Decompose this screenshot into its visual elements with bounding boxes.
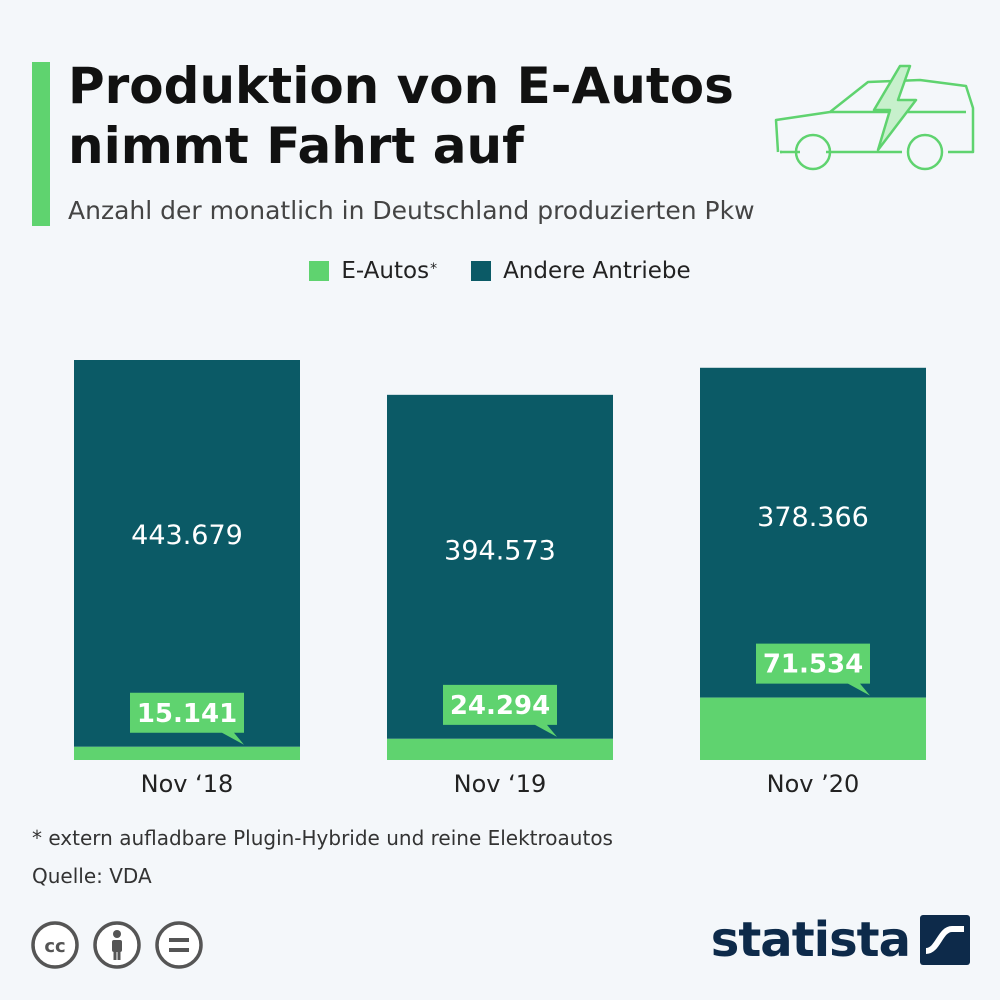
legend-label-e-autos: E-Autos bbox=[341, 258, 430, 284]
chart-legend: E-Autos * Andere Antriebe bbox=[0, 258, 1000, 284]
bar-e-autos-1 bbox=[387, 738, 613, 760]
by-person-icon bbox=[93, 921, 141, 969]
data-callout-e-autos-2 bbox=[756, 643, 870, 696]
electric-car-icon bbox=[774, 64, 975, 171]
statista-brand: statista bbox=[711, 912, 970, 968]
data-label-andere-antriebe-0: 443.679 bbox=[131, 520, 243, 551]
bar-e-autos-2 bbox=[700, 697, 926, 760]
data-label-andere-antriebe-1: 394.573 bbox=[444, 536, 556, 567]
data-callout-e-autos-0 bbox=[130, 692, 244, 745]
source-note: Quelle: VDA bbox=[32, 864, 152, 888]
x-tick-label-1: Nov ‘19 bbox=[454, 770, 547, 798]
data-label-e-autos-0: 15.141 bbox=[137, 699, 237, 729]
footnote: * extern aufladbare Plugin-Hybride und r… bbox=[32, 826, 613, 850]
page-title: Produktion von E-Autos nimmt Fahrt auf bbox=[68, 57, 734, 175]
data-label-andere-antriebe-2: 378.366 bbox=[757, 502, 869, 533]
license-icons: cc bbox=[30, 920, 204, 970]
bar-e-autos-0 bbox=[74, 746, 300, 760]
stacked-bar-chart: 443.679 15.141 Nov ‘18 394.573 24.294 Nov ‘19… bbox=[74, 360, 926, 798]
data-label-e-autos-2: 71.534 bbox=[763, 650, 863, 680]
brand-name: statista bbox=[710, 912, 911, 968]
nd-equals-icon bbox=[155, 921, 203, 969]
x-tick-label-0: Nov ‘18 bbox=[141, 770, 234, 798]
legend-label-andere-antriebe: Andere Antriebe bbox=[503, 258, 691, 284]
legend-item-andere-antriebe: Andere Antriebe bbox=[471, 258, 691, 284]
legend-swatch-andere-antriebe bbox=[471, 261, 492, 281]
title-accent-bar bbox=[32, 62, 50, 226]
bar-andere-antriebe-1 bbox=[387, 394, 613, 739]
x-tick-label-2: Nov ’20 bbox=[767, 770, 860, 798]
statista-logo-icon bbox=[920, 915, 970, 965]
legend-footnote-marker: * bbox=[430, 261, 438, 277]
cc-icon: cc bbox=[31, 921, 79, 969]
data-callout-e-autos-1 bbox=[443, 684, 557, 737]
data-label-e-autos-1: 24.294 bbox=[450, 691, 550, 721]
bar-andere-antriebe-0 bbox=[74, 360, 300, 747]
page-subtitle: Anzahl der monatlich in Deutschland prod… bbox=[68, 196, 755, 225]
bar-andere-antriebe-2 bbox=[700, 367, 926, 698]
legend-swatch-e-autos bbox=[309, 261, 330, 281]
legend-item-e-autos: E-Autos * bbox=[309, 258, 437, 284]
svg-text:cc: cc bbox=[44, 936, 65, 957]
